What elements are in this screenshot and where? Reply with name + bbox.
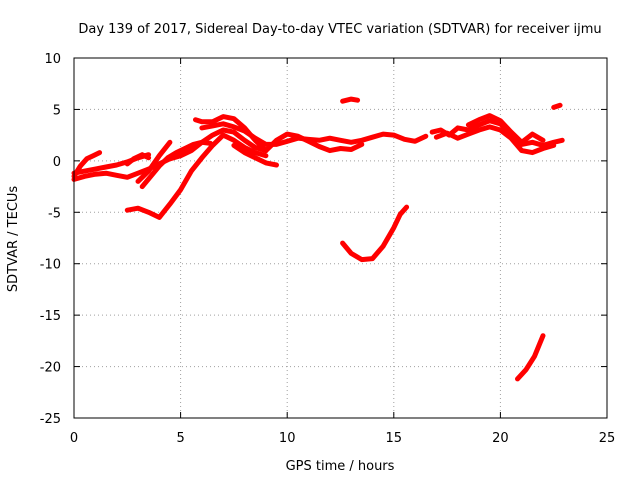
series-line-track-7: [139, 139, 213, 190]
series-line-track-6: [135, 139, 173, 184]
y-axis: -25 -20 -15 -10 -5 0 5 10: [40, 52, 607, 427]
series-line-track-13: [340, 204, 410, 263]
y-tick-label: 5: [53, 103, 61, 118]
series-line-track-11: [231, 142, 279, 168]
series-line-track-15: [433, 124, 557, 156]
x-tick-label: 10: [279, 431, 296, 446]
series-line-track-10: [263, 131, 365, 154]
y-tick-label: 10: [44, 52, 61, 67]
x-axis-label: GPS time / hours: [286, 459, 395, 474]
y-tick-label: 0: [53, 155, 61, 170]
series-line-track-18: [515, 333, 546, 382]
x-tick-label: 15: [386, 431, 403, 446]
x-tick-label: 20: [492, 431, 509, 446]
y-tick-label: -10: [40, 258, 61, 273]
series-line-track-5: [124, 132, 269, 220]
y-tick-label: -5: [48, 206, 61, 221]
series-line-track-17: [551, 102, 563, 110]
series-line-track-2: [71, 150, 103, 179]
x-axis: 0 5 10 15 20 25: [70, 58, 615, 446]
series-line-track-4: [124, 152, 152, 167]
x-tick-label: 5: [176, 431, 184, 446]
y-axis-label: SDTVAR / TECUs: [6, 186, 21, 293]
plot-frame: [73, 57, 608, 419]
series-line-track-16: [465, 113, 546, 145]
series-line-track-9: [199, 121, 429, 147]
series-line-track-12: [340, 96, 361, 104]
y-tick-label: -20: [40, 361, 61, 376]
x-tick-label: 25: [599, 431, 616, 446]
chart-title: Day 139 of 2017, Sidereal Day-to-day VTE…: [78, 22, 601, 37]
y-tick-label: -15: [40, 309, 61, 324]
plot-area: [71, 96, 565, 382]
y-tick-label: -25: [40, 412, 61, 427]
x-tick-label: 0: [70, 431, 78, 446]
